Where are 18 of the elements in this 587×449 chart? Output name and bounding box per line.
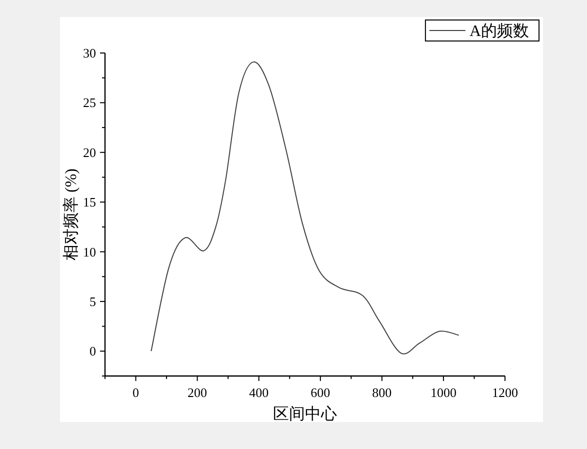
- x-tick-label: 1000: [430, 385, 456, 400]
- x-tick-label: 1200: [492, 385, 518, 400]
- legend-label: A的频数: [469, 23, 529, 40]
- x-tick-label: 400: [249, 385, 269, 400]
- y-tick-label: 25: [83, 95, 96, 110]
- legend: A的频数: [424, 20, 540, 42]
- y-axis-title: 相对频率 (%): [62, 168, 80, 260]
- y-tick-label: 20: [83, 144, 96, 160]
- y-tick-label: 30: [83, 46, 96, 60]
- x-axis-title: 区间中心: [273, 405, 337, 423]
- y-tick-label: 10: [83, 244, 96, 260]
- y-tick-label: 5: [90, 294, 96, 309]
- x-tick-label: 0: [132, 385, 140, 400]
- y-tick-label: 15: [83, 194, 96, 210]
- x-tick-label: 600: [310, 385, 330, 400]
- y-tick-label: 0: [90, 344, 96, 359]
- x-tick-label: 800: [372, 385, 392, 400]
- x-tick-label: 200: [188, 385, 208, 400]
